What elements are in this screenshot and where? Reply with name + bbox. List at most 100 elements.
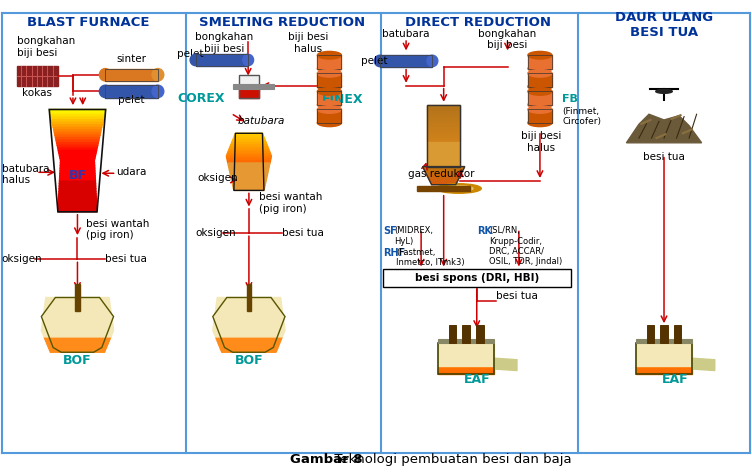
- Polygon shape: [438, 349, 495, 350]
- Bar: [75, 285, 80, 311]
- Bar: [317, 91, 341, 105]
- Text: oksigen: oksigen: [196, 228, 236, 238]
- Polygon shape: [427, 136, 460, 138]
- Ellipse shape: [317, 69, 341, 77]
- Text: pelet: pelet: [177, 49, 203, 60]
- Text: biji besi
halus: biji besi halus: [288, 32, 329, 54]
- Bar: [647, 325, 654, 343]
- Polygon shape: [54, 130, 101, 132]
- Polygon shape: [438, 347, 495, 349]
- Bar: [317, 73, 341, 87]
- Polygon shape: [232, 181, 266, 184]
- Polygon shape: [438, 344, 495, 346]
- Text: pelet: pelet: [118, 95, 145, 105]
- Polygon shape: [438, 366, 495, 367]
- Polygon shape: [42, 324, 113, 326]
- Bar: [462, 325, 470, 343]
- Polygon shape: [58, 204, 97, 207]
- Polygon shape: [438, 367, 495, 369]
- Polygon shape: [60, 161, 95, 163]
- Polygon shape: [636, 357, 692, 358]
- Text: (Fastmet,
Inmetco, ITmk3): (Fastmet, Inmetco, ITmk3): [396, 248, 465, 267]
- Polygon shape: [214, 324, 284, 326]
- Polygon shape: [41, 328, 114, 330]
- Polygon shape: [59, 197, 96, 199]
- Polygon shape: [53, 128, 102, 130]
- Text: udara: udara: [117, 167, 147, 178]
- Text: bongkahan
biji besi: bongkahan biji besi: [195, 32, 253, 54]
- Polygon shape: [60, 169, 95, 171]
- Polygon shape: [232, 138, 265, 140]
- Polygon shape: [226, 154, 271, 156]
- Polygon shape: [216, 308, 282, 311]
- Polygon shape: [217, 339, 281, 341]
- Polygon shape: [438, 354, 495, 355]
- Text: batubara: batubara: [382, 29, 430, 39]
- Text: gas reduktor: gas reduktor: [408, 169, 474, 179]
- Polygon shape: [56, 140, 99, 143]
- Polygon shape: [217, 300, 281, 302]
- Polygon shape: [427, 121, 460, 123]
- Bar: [317, 55, 341, 69]
- Polygon shape: [59, 181, 96, 184]
- Polygon shape: [59, 156, 96, 158]
- Polygon shape: [636, 365, 692, 366]
- Polygon shape: [46, 298, 109, 300]
- Polygon shape: [51, 120, 103, 122]
- Polygon shape: [50, 115, 105, 117]
- Polygon shape: [47, 344, 108, 346]
- Ellipse shape: [152, 85, 164, 98]
- Polygon shape: [214, 319, 284, 322]
- Polygon shape: [59, 189, 96, 191]
- Polygon shape: [44, 306, 111, 308]
- Polygon shape: [60, 158, 95, 161]
- Text: pelet: pelet: [361, 56, 387, 66]
- Polygon shape: [226, 156, 271, 159]
- Polygon shape: [43, 319, 112, 322]
- Polygon shape: [229, 170, 268, 172]
- Text: BOF: BOF: [235, 354, 263, 367]
- Bar: [660, 325, 668, 343]
- Polygon shape: [427, 142, 460, 144]
- Polygon shape: [636, 349, 692, 350]
- Text: oksigen: oksigen: [198, 173, 238, 183]
- Bar: [105, 69, 158, 81]
- Text: BOF: BOF: [63, 354, 92, 367]
- Polygon shape: [427, 138, 460, 140]
- Polygon shape: [45, 300, 110, 302]
- Polygon shape: [221, 350, 277, 352]
- Polygon shape: [626, 114, 702, 143]
- Bar: [449, 325, 456, 343]
- Polygon shape: [217, 298, 280, 300]
- Polygon shape: [427, 119, 460, 121]
- Ellipse shape: [427, 55, 438, 67]
- Bar: [317, 109, 341, 123]
- Polygon shape: [42, 333, 113, 335]
- Polygon shape: [227, 161, 271, 163]
- Ellipse shape: [528, 83, 552, 90]
- Polygon shape: [233, 188, 265, 190]
- Polygon shape: [427, 109, 460, 111]
- Text: RHF: RHF: [384, 248, 406, 258]
- Polygon shape: [438, 358, 495, 360]
- Polygon shape: [219, 346, 279, 348]
- Text: bongkahan
biji besi: bongkahan biji besi: [478, 29, 537, 50]
- Polygon shape: [214, 315, 284, 317]
- Polygon shape: [213, 326, 285, 328]
- Ellipse shape: [528, 119, 552, 127]
- Polygon shape: [55, 135, 100, 138]
- Polygon shape: [438, 355, 495, 357]
- Text: bongkahan
biji besi: bongkahan biji besi: [17, 37, 74, 58]
- Polygon shape: [427, 160, 460, 162]
- Polygon shape: [636, 343, 692, 344]
- Text: (SL/RN,
Krupp-Codir,
DRC, ACCAR/
OSIL, TDR, Jindal): (SL/RN, Krupp-Codir, DRC, ACCAR/ OSIL, T…: [489, 226, 562, 266]
- Polygon shape: [59, 186, 96, 189]
- Polygon shape: [438, 361, 495, 363]
- Polygon shape: [427, 148, 460, 150]
- Polygon shape: [230, 174, 268, 177]
- Bar: [380, 55, 432, 67]
- Polygon shape: [431, 183, 456, 185]
- Polygon shape: [438, 372, 495, 374]
- Text: SF: SF: [384, 226, 397, 236]
- Text: besi spons (DRI, HBI): besi spons (DRI, HBI): [414, 273, 539, 283]
